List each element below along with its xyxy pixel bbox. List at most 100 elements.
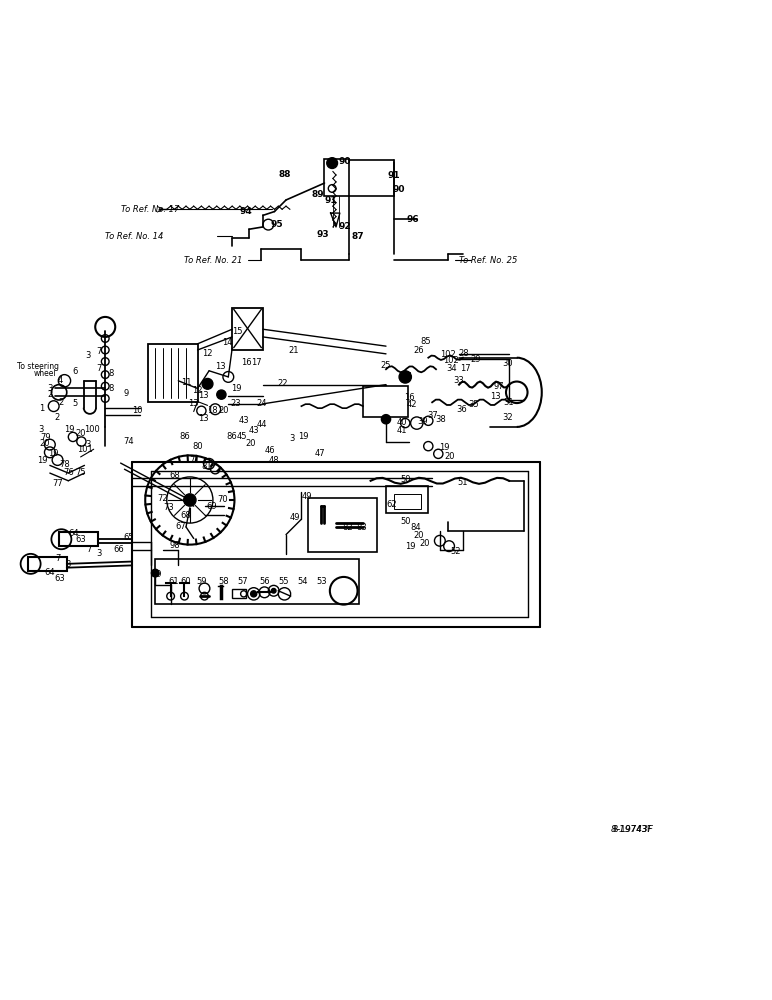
Text: 83: 83 [357, 523, 367, 532]
Text: 28: 28 [459, 349, 469, 358]
Text: 63: 63 [55, 574, 65, 583]
Text: 20: 20 [445, 452, 455, 461]
Circle shape [251, 591, 257, 597]
Text: 19: 19 [231, 384, 242, 393]
Text: 64: 64 [45, 568, 55, 577]
Text: 15: 15 [232, 327, 242, 336]
Circle shape [272, 588, 276, 593]
Text: 42: 42 [406, 400, 417, 409]
Text: 80: 80 [192, 442, 203, 451]
Text: 16: 16 [405, 393, 415, 402]
Text: 3: 3 [86, 440, 91, 449]
Text: 91: 91 [388, 171, 400, 180]
Text: 99: 99 [151, 570, 162, 579]
Text: 22: 22 [277, 379, 287, 388]
Text: 7: 7 [96, 347, 102, 356]
Text: 37: 37 [428, 411, 438, 420]
Circle shape [381, 415, 391, 424]
Text: 77: 77 [52, 479, 63, 488]
Text: 54: 54 [298, 577, 308, 586]
Text: 72: 72 [157, 494, 168, 503]
Circle shape [184, 494, 196, 506]
Text: 55: 55 [279, 577, 289, 586]
Text: 40: 40 [397, 418, 408, 427]
Text: 53: 53 [317, 577, 327, 586]
Text: 58: 58 [218, 577, 229, 586]
Text: 47: 47 [314, 449, 325, 458]
Text: 19: 19 [405, 542, 415, 551]
Text: 69: 69 [207, 502, 218, 511]
Bar [307, 498, 377, 552]
Text: 92: 92 [339, 222, 351, 231]
Text: 19: 19 [298, 432, 308, 441]
Text: 25: 25 [381, 361, 391, 370]
Text: 61: 61 [168, 577, 179, 586]
Text: 20: 20 [414, 531, 425, 540]
Text: 57: 57 [238, 577, 249, 586]
Text: 39: 39 [417, 417, 428, 426]
Text: wheel: wheel [34, 369, 56, 378]
Text: 13: 13 [215, 362, 226, 371]
Text: 20: 20 [419, 539, 430, 548]
Text: 51: 51 [458, 478, 468, 487]
Text: 81: 81 [201, 462, 212, 471]
Bar [155, 559, 359, 604]
Text: 52: 52 [451, 547, 461, 556]
Text: 78: 78 [59, 460, 69, 469]
Text: 18: 18 [207, 406, 218, 415]
Text: 3: 3 [65, 560, 70, 569]
Text: 10: 10 [132, 406, 143, 415]
Bar [59, 532, 97, 546]
Text: 20: 20 [245, 439, 256, 448]
Text: 27: 27 [401, 372, 412, 381]
Text: 68: 68 [170, 471, 181, 480]
Bar [147, 344, 198, 402]
Text: 64: 64 [69, 529, 79, 538]
Text: 100: 100 [84, 425, 100, 434]
Text: 8: 8 [109, 384, 114, 393]
Text: 11: 11 [181, 378, 191, 387]
Text: 84: 84 [410, 523, 421, 532]
Text: 2: 2 [58, 398, 63, 407]
Text: 24: 24 [256, 399, 266, 408]
Text: 87: 87 [351, 232, 364, 241]
Bar [363, 386, 408, 417]
Text: 13: 13 [188, 399, 198, 408]
Text: 85: 85 [421, 337, 432, 346]
Text: 67: 67 [175, 522, 186, 531]
Text: 74: 74 [123, 437, 134, 446]
Text: 20: 20 [76, 429, 86, 438]
Text: 14: 14 [222, 338, 233, 347]
Text: 88: 88 [278, 170, 291, 179]
Text: 8-19743F: 8-19743F [612, 825, 652, 834]
Text: 36: 36 [457, 405, 468, 414]
Bar [232, 308, 263, 350]
Text: 86: 86 [226, 432, 237, 441]
Text: 49: 49 [290, 513, 300, 522]
Text: 3: 3 [96, 549, 102, 558]
Text: 20: 20 [218, 406, 229, 415]
Text: 3: 3 [47, 384, 52, 393]
Text: 35: 35 [469, 400, 479, 409]
Text: 91: 91 [324, 196, 337, 205]
Text: 19: 19 [37, 456, 47, 465]
Text: 17: 17 [460, 364, 471, 373]
Circle shape [151, 569, 159, 577]
Text: 43: 43 [239, 416, 249, 425]
Text: 44: 44 [257, 420, 267, 429]
Circle shape [217, 390, 226, 399]
Text: 89: 89 [312, 190, 324, 199]
Text: 59: 59 [196, 577, 207, 586]
Text: 50: 50 [400, 517, 411, 526]
Text: 19: 19 [64, 425, 74, 434]
Text: 31: 31 [504, 398, 514, 407]
Text: 7: 7 [56, 554, 61, 563]
Text: 12: 12 [202, 349, 213, 358]
Text: 101: 101 [77, 445, 93, 454]
Text: 96: 96 [407, 215, 419, 224]
Text: 95: 95 [270, 220, 283, 229]
Text: 75: 75 [76, 468, 86, 477]
Text: 90: 90 [339, 157, 351, 166]
Text: 86: 86 [179, 432, 190, 441]
Text: 60: 60 [181, 577, 191, 586]
